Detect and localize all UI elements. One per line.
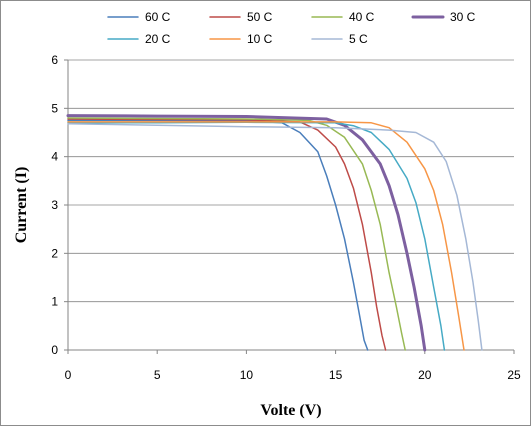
y-axis-title: Current (I) (13, 167, 30, 244)
series-line-50-c (67, 118, 387, 351)
series-line-40-c (67, 117, 406, 351)
y-tick-label: 6 (51, 53, 58, 67)
legend-label: 5 C (349, 32, 368, 46)
series-line-10-c (67, 121, 465, 351)
x-tick-label: 25 (507, 368, 521, 382)
x-tick-label: 5 (154, 368, 161, 382)
y-tick-label: 5 (51, 101, 58, 115)
series-line-60-c (67, 119, 369, 351)
gridlines (68, 59, 514, 303)
x-tick-label: 20 (418, 368, 432, 382)
y-tick-label: 4 (51, 150, 58, 164)
y-tick-labels: 0 1 2 3 4 5 6 (51, 53, 58, 357)
legend-label: 40 C (349, 10, 375, 24)
legend-label: 20 C (145, 32, 171, 46)
legend-label: 30 C (450, 10, 476, 24)
legend: 60 C 50 C 40 C 30 C 20 C 10 C 5 C (107, 10, 476, 46)
y-tick-label: 1 (51, 295, 58, 309)
legend-label: 50 C (247, 10, 273, 24)
series-line-5-c (67, 123, 483, 351)
x-tick-label: 10 (240, 368, 254, 382)
y-tick-label: 2 (51, 246, 58, 260)
x-tick-label: 15 (329, 368, 343, 382)
series-line-30-c (66, 114, 427, 352)
y-tick-label: 3 (51, 198, 58, 212)
axes (64, 59, 515, 354)
y-tick-label: 0 (51, 343, 58, 357)
legend-label: 10 C (247, 32, 273, 46)
x-tick-label: 0 (65, 368, 72, 382)
series-lines (66, 114, 483, 352)
x-tick-labels: 0 5 10 15 20 25 (65, 368, 521, 382)
legend-label: 60 C (145, 10, 171, 24)
x-axis-title: Volte (V) (260, 402, 321, 419)
